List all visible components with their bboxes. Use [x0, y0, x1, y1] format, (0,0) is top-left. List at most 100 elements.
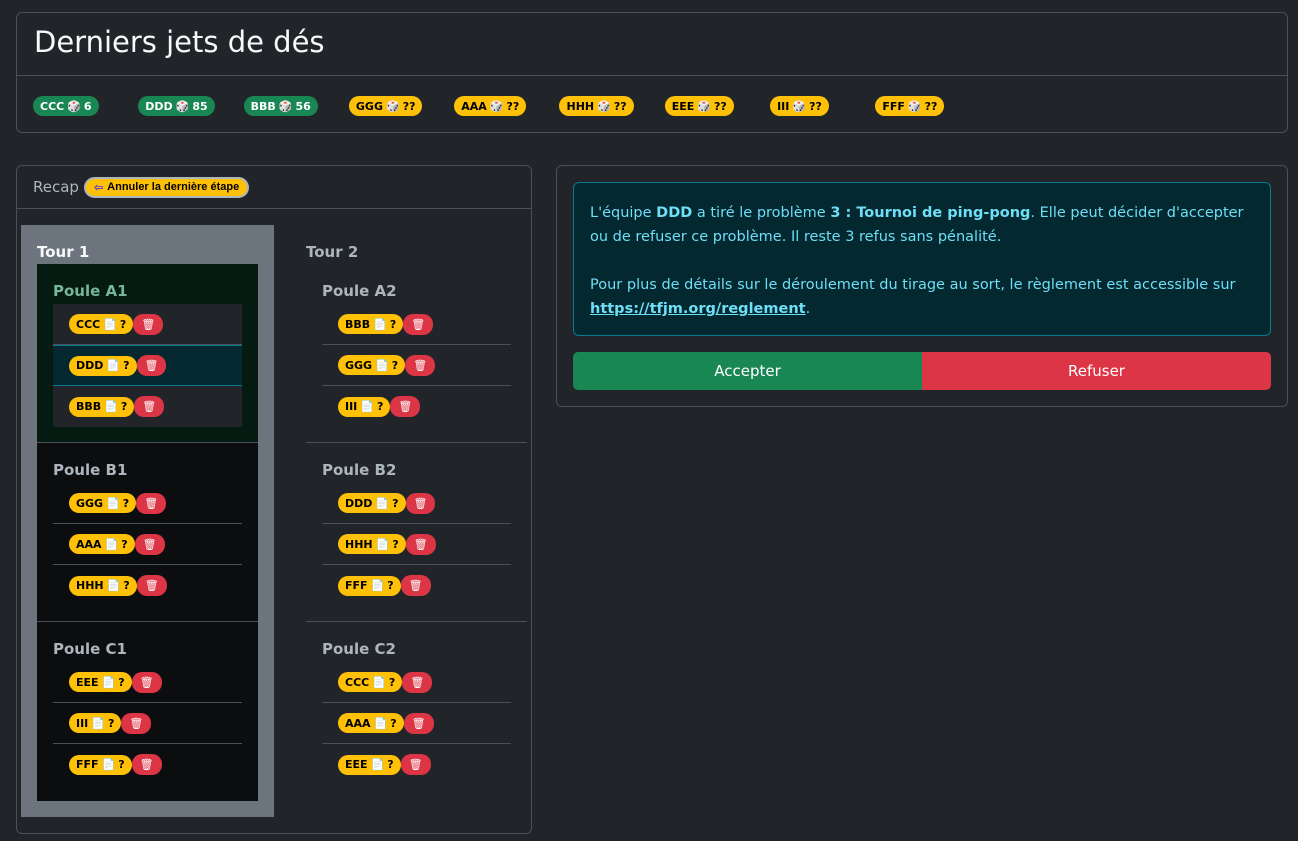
pool-team-row: BBB 📄? 🗑 [53, 386, 242, 427]
dice-value: ?? [402, 99, 416, 113]
team-problem-badge: BBB 📄? [338, 314, 404, 334]
team-name: III [777, 99, 790, 113]
team-name: BBB [345, 317, 371, 331]
pool-team-row: FFF 📄? 🗑 [322, 565, 511, 606]
recap-label: Recap [33, 178, 79, 196]
problem-number: ? [119, 317, 127, 331]
team-name: HHH [345, 537, 373, 551]
dice-value: 85 [192, 99, 208, 113]
pool-title: Poule B2 [322, 461, 397, 479]
game-die-icon: 🎲 [385, 99, 400, 113]
undo-label: Annuler la dernière étape [107, 181, 240, 193]
problem-number: ? [387, 758, 394, 771]
page-icon: 📄 [101, 675, 116, 689]
pool-team-list: DDD 📄? 🗑 HHH 📄? 🗑 FFF 📄? 🗑 [322, 483, 511, 606]
pool-team-row: EEE 📄? 🗑 [322, 744, 511, 785]
team-name: FFF [882, 99, 905, 113]
game-die-icon: 🎲 [489, 99, 504, 113]
accept-button[interactable]: Accepter [573, 352, 922, 390]
pool-title: Poule C2 [322, 640, 396, 658]
page-icon: 📄 [370, 758, 385, 771]
draw-action-card: L'équipe DDD a tiré le problème 3 : Tour… [556, 165, 1288, 407]
pool-title: Poule A2 [322, 282, 397, 300]
page-icon: 📄 [104, 400, 118, 413]
pool-team-row: III 📄? 🗑 [53, 703, 242, 744]
page-icon: 📄 [375, 496, 390, 510]
dice-slot: GGG 🎲?? [348, 96, 454, 116]
team-name: CCC [76, 317, 101, 331]
dice-slot: HHH 🎲?? [559, 96, 664, 116]
team-problem-badge: FFF 📄? [69, 754, 132, 775]
team-name: FFF [345, 579, 368, 592]
team-name: CCC [345, 675, 370, 689]
rules-message: Pour plus de détails sur le déroulement … [590, 277, 1236, 317]
dice-value: 56 [295, 99, 311, 113]
team-problem-badge: HHH 📄? [338, 534, 406, 554]
wastebasket-icon: 🗑 [136, 492, 167, 514]
team-problem-badge: CCC 📄? [338, 672, 403, 692]
wastebasket-icon: 🗑 [390, 396, 421, 417]
dice-slot: DDD 🎲 85 [138, 96, 243, 116]
problem-number: ? [389, 317, 397, 331]
dice-roll-badge: GGG 🎲?? [348, 96, 423, 116]
problem-number: ? [107, 716, 115, 730]
pool-team-row: CCC 📄? 🗑 [53, 304, 242, 345]
pool-team-row: III 📄? 🗑 [322, 386, 511, 427]
team-name: BBB [250, 99, 276, 113]
problem-number: ? [120, 400, 128, 413]
dice-value: 6 [83, 99, 92, 113]
team-problem-badge: III 📄? [338, 396, 391, 417]
recap-header: Recap ⇦ Annuler la dernière étape [17, 166, 531, 209]
page-icon: 📄 [372, 675, 386, 689]
pool-team-row: BBB 📄? 🗑 [322, 304, 511, 345]
pool-team-list: BBB 📄? 🗑 GGG 📄? 🗑 III 📄? 🗑 [322, 304, 511, 427]
pool-team-row: DDD 📄? 🗑 [53, 345, 242, 386]
wastebasket-icon: 🗑 [136, 575, 167, 596]
game-die-icon: 🎲 [175, 99, 190, 113]
pool-title: Poule A1 [53, 282, 128, 300]
page-icon: 📄 [106, 579, 121, 592]
pool-team-row: FFF 📄? 🗑 [53, 744, 242, 785]
team-name: AAA [461, 99, 487, 113]
wastebasket-icon: 🗑 [402, 671, 433, 693]
pool: Poule A1 CCC 📄? 🗑 DDD 📄? 🗑 BBB 📄? 🗑 [37, 264, 258, 443]
dice-value: ?? [924, 99, 938, 113]
dice-slot: EEE 🎲?? [664, 96, 770, 116]
refuse-button[interactable]: Refuser [922, 352, 1271, 390]
pool-list: Poule A1 CCC 📄? 🗑 DDD 📄? 🗑 BBB 📄? 🗑 Poule B1 GGG 📄? 🗑… [37, 264, 258, 801]
page-icon: 📄 [106, 359, 121, 372]
undo-button[interactable]: ⇦ Annuler la dernière étape [83, 176, 250, 198]
problem-number: ? [388, 675, 396, 689]
wastebasket-icon: 🗑 [400, 575, 431, 596]
rules-link[interactable]: https://tfjm.org/reglement [590, 301, 806, 317]
pool-list: Poule A2 BBB 📄? 🗑 GGG 📄? 🗑 III 📄? 🗑 Poule B2 DDD 📄? 🗑… [306, 264, 527, 801]
team-problem-badge: BBB 📄? [69, 396, 135, 417]
team-problem-badge: GGG 📄? [338, 355, 406, 375]
pool-title: Poule B1 [53, 461, 128, 479]
team-problem-badge: AAA 📄? [338, 713, 404, 733]
pool-team-row: DDD 📄? 🗑 [322, 483, 511, 524]
wastebasket-icon: 🗑 [405, 354, 436, 376]
pool: Poule A2 BBB 📄? 🗑 GGG 📄? 🗑 III 📄? 🗑 [306, 264, 527, 443]
dice-rolls-list: CCC 🎲 6 DDD 🎲 85 BBB 🎲 56 GGG 🎲?? AAA 🎲?? HHH 🎲?? EEE 🎲?… [17, 76, 1287, 136]
game-die-icon: 🎲 [697, 99, 712, 113]
game-die-icon: 🎲 [597, 99, 611, 113]
draw-message: L'équipe DDD a tiré le problème 3 : Tour… [590, 205, 1244, 245]
problem-number: ? [118, 675, 125, 689]
pool: Poule B1 GGG 📄? 🗑 AAA 📄? 🗑 HHH 📄? 🗑 [37, 443, 258, 622]
page-icon: 📄 [375, 537, 390, 551]
problem-number: ? [376, 400, 384, 413]
game-die-icon: 🎲 [67, 99, 81, 113]
wastebasket-icon: 🗑 [405, 533, 436, 555]
back-arrow-icon: ⇦ [93, 181, 104, 194]
page-title: Derniers jets de dés [17, 13, 1287, 76]
pool-team-row: AAA 📄? 🗑 [322, 703, 511, 744]
team-name: AAA [76, 537, 102, 551]
dice-slot: FFF 🎲?? [875, 96, 980, 116]
team-name: GGG [345, 358, 373, 372]
recap-card: Recap ⇦ Annuler la dernière étape Tour 1… [16, 165, 532, 834]
team-name: DDD [76, 359, 104, 372]
page-icon: 📄 [91, 716, 105, 730]
problem-number: ? [123, 359, 130, 372]
team-problem-badge: DDD 📄? [69, 355, 137, 376]
